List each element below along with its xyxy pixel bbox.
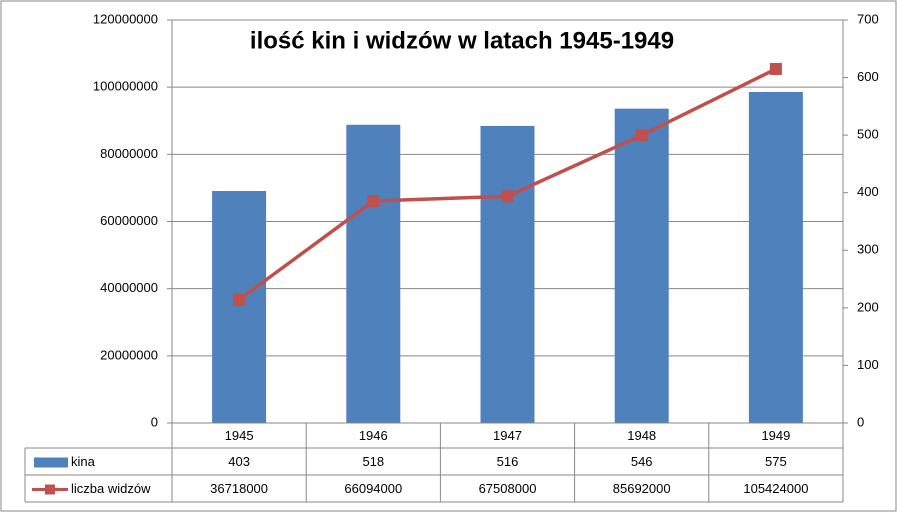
- table-value: 403: [228, 454, 250, 469]
- table-value: 66094000: [344, 481, 402, 496]
- y-tick-label: 20000000: [100, 347, 158, 362]
- y-tick-label: 60000000: [100, 213, 158, 228]
- x-tick-label: 1947: [493, 428, 522, 443]
- table-value: 36718000: [210, 481, 268, 496]
- table-value: 516: [497, 454, 519, 469]
- x-tick-label: 1949: [761, 428, 790, 443]
- marker: [635, 129, 648, 142]
- y2-tick-label: 600: [857, 69, 879, 84]
- bar: [614, 108, 669, 423]
- y2-tick-label: 500: [857, 127, 879, 142]
- table-value: 518: [362, 454, 384, 469]
- y-tick-label: 40000000: [100, 280, 158, 295]
- table-value: 67508000: [479, 481, 537, 496]
- y-tick-label: 100000000: [93, 79, 158, 94]
- y-tick-label: 0: [151, 414, 158, 429]
- x-tick-label: 1948: [627, 428, 656, 443]
- table-value: 105424000: [743, 481, 808, 496]
- y-tick-label: 80000000: [100, 146, 158, 161]
- y2-tick-label: 200: [857, 299, 879, 314]
- y2-tick-label: 400: [857, 184, 879, 199]
- y2-tick-label: 0: [857, 414, 864, 429]
- y2-tick-label: 700: [857, 11, 879, 26]
- bar: [480, 125, 535, 423]
- y2-tick-label: 100: [857, 357, 879, 372]
- marker: [233, 293, 246, 306]
- legend-key: [45, 484, 55, 495]
- bar: [346, 124, 401, 423]
- table-value: 85692000: [613, 481, 671, 496]
- legend-label: kina: [71, 454, 96, 469]
- bar: [748, 91, 803, 423]
- table-value: 575: [765, 454, 787, 469]
- x-tick-label: 1945: [225, 428, 254, 443]
- legend-label: liczba widzów: [71, 481, 151, 496]
- marker: [501, 190, 514, 203]
- marker: [367, 195, 380, 208]
- chart-title: ilość kin i widzów w latach 1945-1949: [250, 27, 674, 54]
- table-value: 546: [631, 454, 653, 469]
- marker: [769, 62, 782, 75]
- legend-key: [34, 457, 68, 468]
- y-tick-label: 120000000: [93, 11, 158, 26]
- y2-tick-label: 300: [857, 242, 879, 257]
- x-tick-label: 1946: [359, 428, 388, 443]
- bar: [212, 190, 267, 423]
